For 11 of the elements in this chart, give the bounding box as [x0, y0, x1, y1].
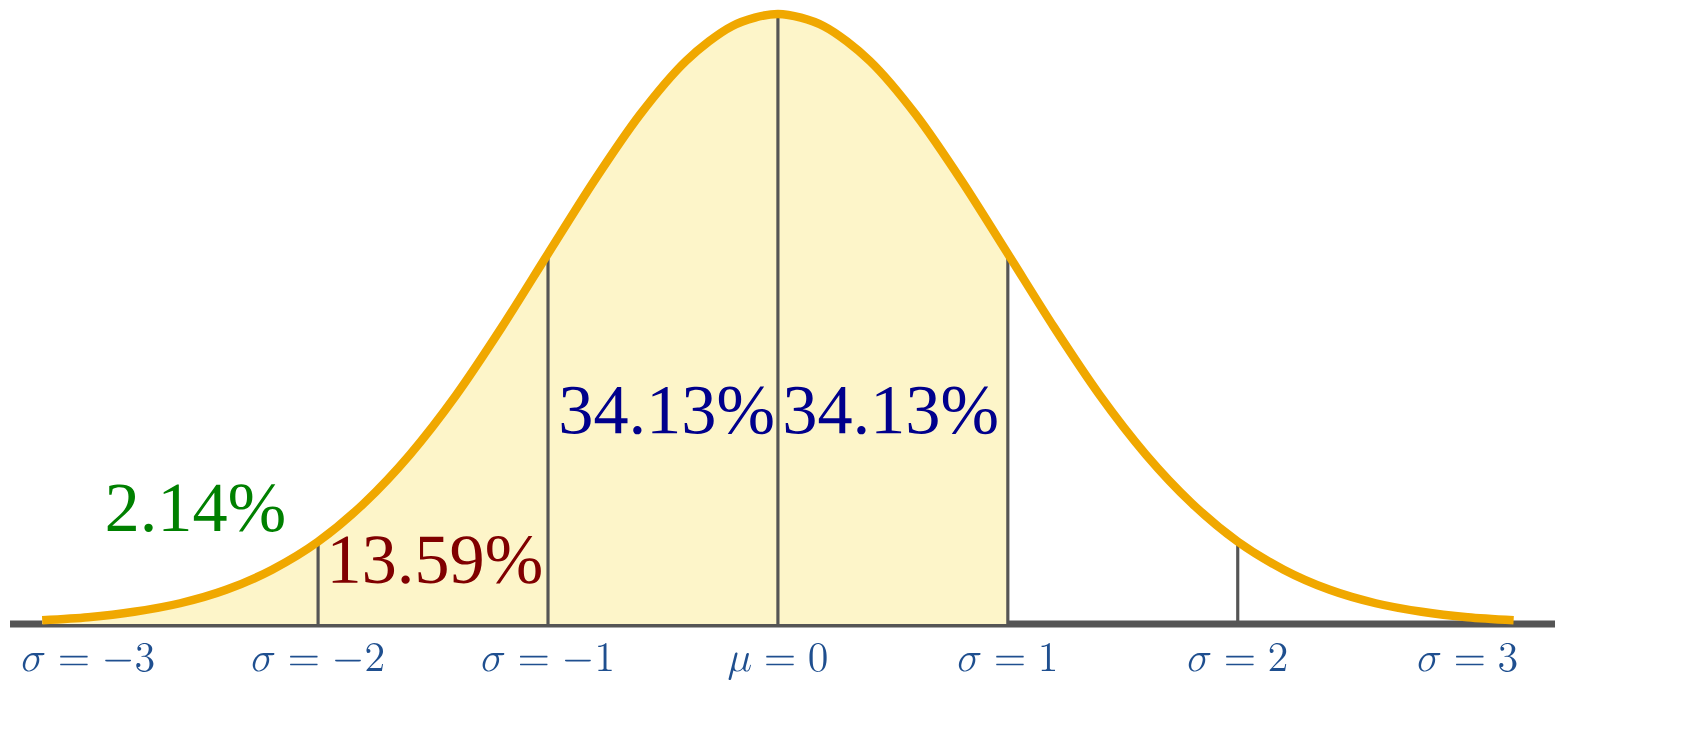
- annotation: 13.59%: [332, 536, 541, 584]
- x-tick-label: $\sigma = 1$: [958, 643, 1056, 672]
- x-tick-label: $\sigma = 3$: [1418, 643, 1517, 672]
- annotation: 2.14%: [107, 484, 284, 532]
- annotation: 34.13%: [561, 386, 773, 435]
- annotation: 34.13%: [785, 386, 997, 435]
- x-tick-label: $\sigma = -2$: [252, 643, 384, 672]
- x-tick-label: $\sigma = -1$: [482, 643, 612, 672]
- x-tick-label: $\sigma = -3$: [22, 643, 154, 672]
- x-tick-label: $\mu = 0$: [728, 643, 827, 681]
- x-tick-label: $\sigma = 2$: [1188, 643, 1287, 672]
